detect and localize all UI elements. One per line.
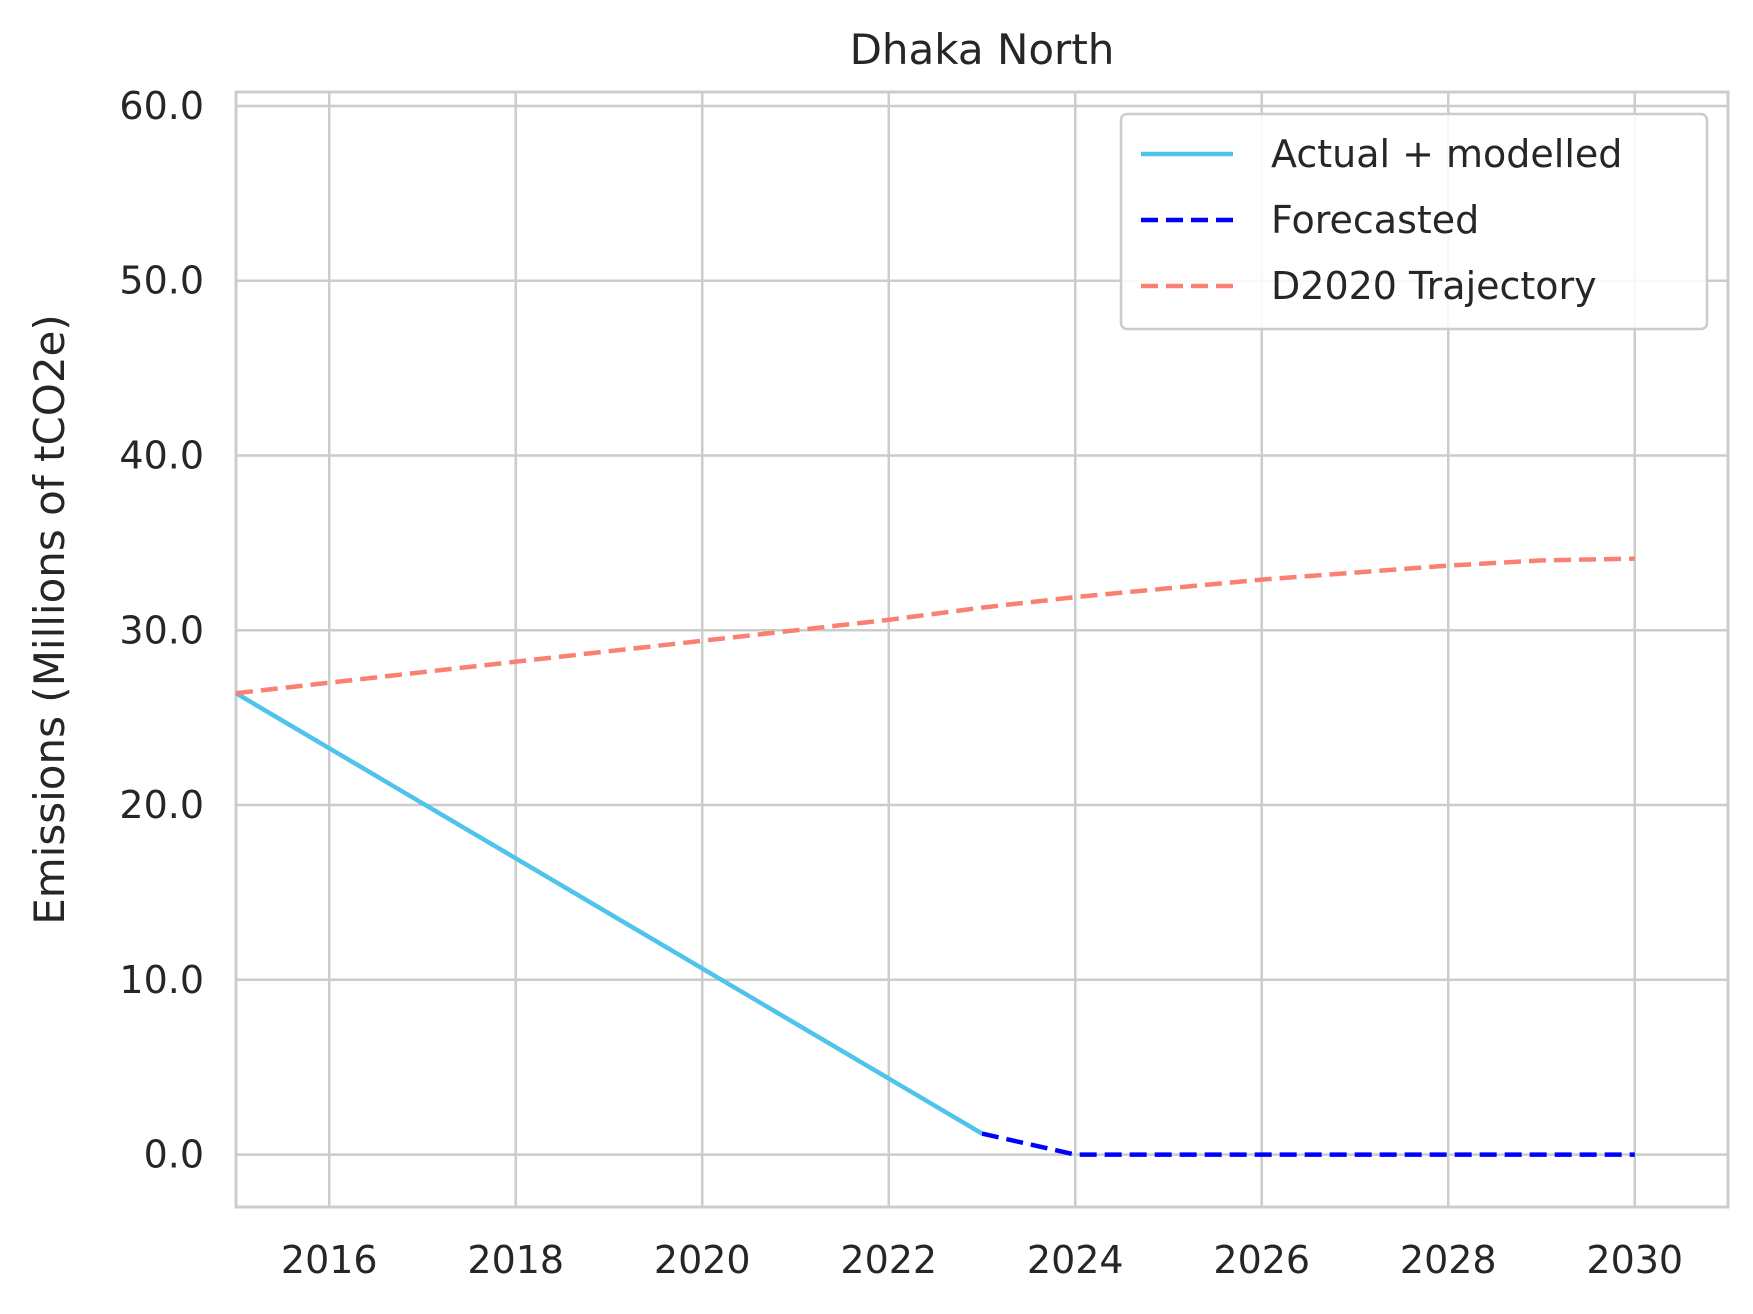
legend-label-d2020-trajectory: D2020 Trajectory (1271, 264, 1597, 308)
y-tick-label: 60.0 (119, 84, 204, 128)
legend-label-actual-modelled: Actual + modelled (1271, 132, 1622, 176)
series-layer (234, 556, 1635, 1157)
y-axis-title: Emissions (Millions of tCO2e) (25, 314, 74, 925)
x-tick-label: 2030 (1586, 1238, 1683, 1282)
y-tick-label: 50.0 (119, 259, 204, 303)
series-line-actual-modelled (234, 691, 984, 1136)
x-tick-label: 2024 (1027, 1238, 1124, 1282)
x-tick-label: 2016 (281, 1238, 378, 1282)
y-tick-label: 10.0 (119, 958, 204, 1002)
series-line-d2020-trajectory (235, 556, 1635, 696)
x-tick-label: 2026 (1213, 1238, 1310, 1282)
y-tick-label: 40.0 (119, 434, 204, 478)
plot-frame (234, 90, 1730, 1209)
x-tick-label: 2020 (654, 1238, 751, 1282)
y-tick-label: 20.0 (119, 783, 204, 827)
legend: Actual + modelled Forecasted D2020 Traject… (1119, 112, 1709, 331)
y-axis-ticks: 0.0 10.0 20.0 30.0 40.0 50.0 60.0 (119, 84, 204, 1177)
x-tick-label: 2022 (840, 1238, 937, 1282)
legend-frame (1119, 112, 1709, 331)
x-tick-label: 2028 (1400, 1238, 1497, 1282)
y-tick-label: 30.0 (119, 608, 204, 652)
x-tick-label: 2018 (467, 1238, 564, 1282)
y-tick-label: 0.0 (144, 1133, 204, 1177)
chart-title: Dhaka North (850, 25, 1115, 74)
series-line-forecasted (981, 1131, 1635, 1157)
x-axis-ticks: 2016 2018 2020 2022 2024 2026 2028 2030 (281, 1238, 1683, 1282)
legend-label-forecasted: Forecasted (1271, 198, 1479, 242)
